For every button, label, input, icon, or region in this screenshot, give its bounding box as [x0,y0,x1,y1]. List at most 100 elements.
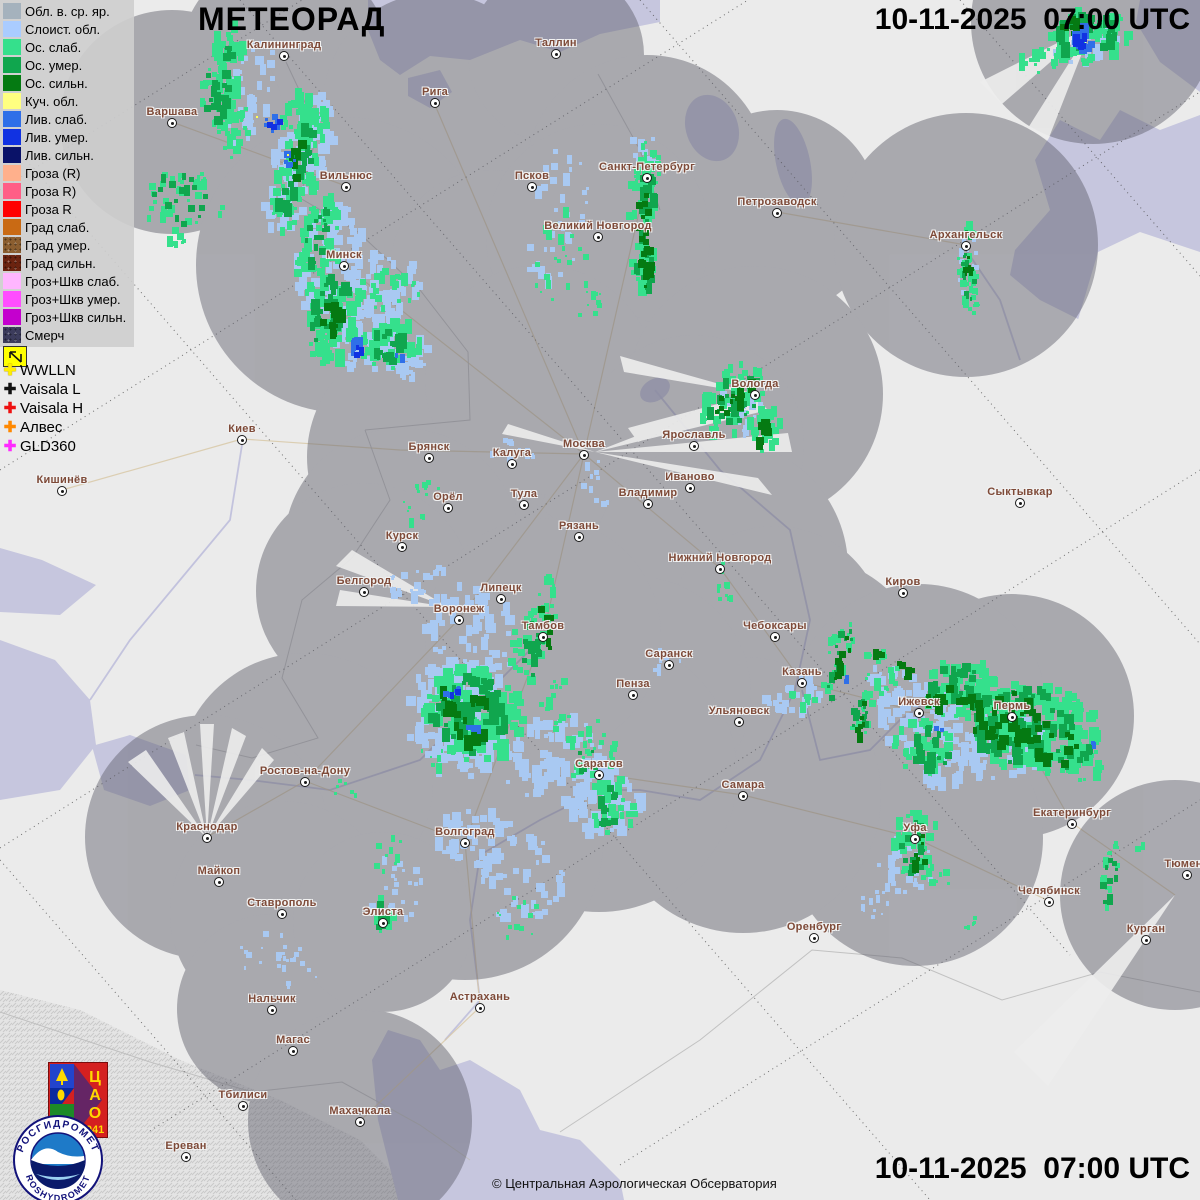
city-label: Астрахань [449,991,511,1003]
city-Майкоп: Майкоп [198,865,240,887]
city-marker-icon [237,435,247,445]
legend-swatch [3,273,21,289]
city-marker-icon [1007,712,1017,722]
city-marker-icon [443,503,453,513]
city-Курган: Курган [1127,923,1165,945]
legend-label: Град сильн. [25,255,96,271]
legend-item: Гроз+Шкв умер. [3,290,132,308]
city-marker-icon [664,660,674,670]
city-Элиста: Элиста [363,906,403,928]
legend-label: Ос. умер. [25,57,83,73]
city-marker-icon [594,770,604,780]
city-label: Калининград [246,39,322,51]
city-marker-icon [430,98,440,108]
city-Чебоксары: Чебоксары [743,620,807,642]
city-marker-icon [507,459,517,469]
legend-swatch [3,201,21,217]
city-Оренбург: Оренбург [787,921,841,943]
city-marker-icon [424,453,434,463]
city-Таллин: Таллин [535,37,577,59]
legend-item: Град слаб. [3,218,132,236]
legend-swatch [3,219,21,235]
lightning-cross-icon: ✚ [3,418,17,436]
city-marker-icon [914,708,924,718]
city-marker-icon [277,909,287,919]
city-label: Махачкала [329,1105,391,1117]
city-label: Владимир [618,487,678,499]
map-title: МЕТЕОРАД [198,1,386,37]
city-Ульяновск: Ульяновск [709,705,769,727]
legend-label: Гроз+Шкв сильн. [25,309,127,325]
city-label: Петрозаводск [737,196,817,208]
legend-label: Лив. слаб. [25,111,88,127]
legend-item: Гроз+Шкв слаб. [3,272,132,290]
city-Брянск: Брянск [409,441,449,463]
city-marker-icon [961,241,971,251]
city-label: Тула [510,488,538,500]
legend-swatch [3,237,21,253]
city-Волгоград: Волгоград [435,826,495,848]
legend-swatch [3,327,21,343]
city-marker-icon [772,208,782,218]
city-marker-icon [1044,897,1054,907]
city-marker-icon [214,877,224,887]
city-label: Москва [563,438,605,450]
city-label: Саранск [645,648,693,660]
city-marker-icon [1015,498,1025,508]
legend-item: Ос. слаб. [3,38,132,56]
city-label: Казань [782,666,822,678]
legend-item: Обл. в. ср. яр. [3,2,132,20]
city-marker-icon [1141,935,1151,945]
city-label: Пермь [993,700,1031,712]
city-label: Санкт-Петербург [599,161,695,173]
city-label: Калуга [492,447,532,459]
legend-item: Гроза R) [3,182,132,200]
legend-item: Слоист. обл. [3,20,132,38]
legend-swatch [3,93,21,109]
city-marker-icon [519,500,529,510]
lightning-network-label: Алвес [20,419,63,436]
city-label: Тбилиси [218,1089,268,1101]
legend-swatch [3,75,21,91]
legend-swatch [3,183,21,199]
city-Варшава: Варшава [147,106,197,128]
city-Липецк: Липецк [480,582,521,604]
city-Минск: Минск [326,249,362,271]
city-Тбилиси: Тбилиси [218,1089,267,1111]
legend-label: Слоист. обл. [25,21,101,37]
city-Челябинск: Челябинск [1018,885,1080,907]
precipitation-layer [147,7,1145,989]
city-label: Самара [721,779,765,791]
city-marker-icon [288,1046,298,1056]
city-Махачкала: Махачкала [329,1105,390,1127]
city-Астрахань: Астрахань [450,991,510,1013]
svg-text:Ц: Ц [89,1069,101,1086]
city-marker-icon [359,587,369,597]
svg-text:О: О [89,1105,101,1122]
city-Киев: Киев [228,423,255,445]
city-label: Иваново [665,471,715,483]
attribution: © Центральная Аэрологическая Обсерватори… [492,1176,777,1191]
city-Вильнюс: Вильнюс [320,170,372,192]
city-marker-icon [460,838,470,848]
city-marker-icon [202,833,212,843]
city-Краснодар: Краснодар [176,821,237,843]
city-Екатеринбург: Екатеринбург [1033,807,1111,829]
legend-label: Ос. слаб. [25,39,82,55]
legend-item: Град сильн. [3,254,132,272]
lightning-network-label: WWLLN [20,362,76,379]
city-Тамбов: Тамбов [522,620,564,642]
city-Великий Новгород: Великий Новгород [544,220,651,242]
city-marker-icon [734,717,744,727]
legend-item: Смерч [3,326,132,344]
city-marker-icon [454,615,464,625]
city-Ставрополь: Ставрополь [247,897,316,919]
city-marker-icon [643,499,653,509]
city-Архангельск: Архангельск [930,229,1002,251]
city-marker-icon [341,182,351,192]
legend-label: Куч. обл. [25,93,79,109]
city-label: Магас [276,1034,310,1046]
